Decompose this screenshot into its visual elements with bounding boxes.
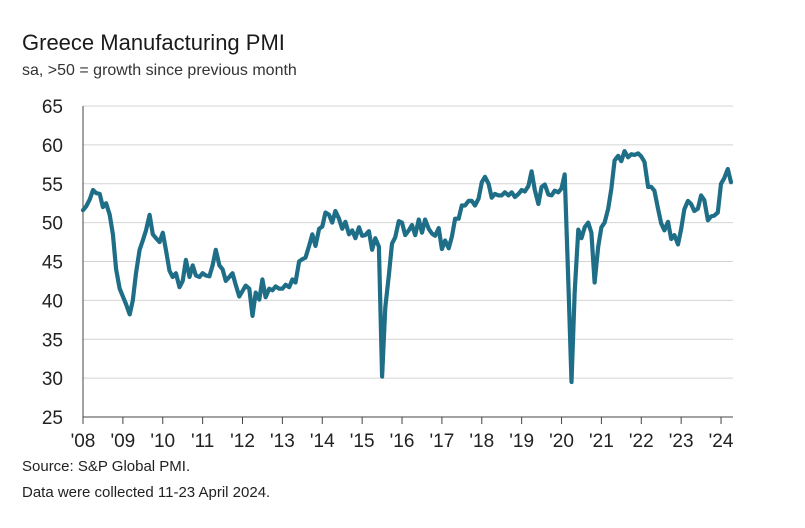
y-tick-label: 30 (42, 369, 63, 390)
x-tick-label: '20 (549, 431, 574, 452)
gridlines (83, 105, 733, 379)
y-tick-label: 45 (42, 253, 63, 274)
x-tick-label: '13 (270, 431, 295, 452)
x-tick-label: '10 (150, 431, 175, 452)
y-tick-label: 25 (42, 408, 63, 429)
collection-note: Data were collected 11-23 April 2024. (22, 484, 271, 501)
x-tick-label: '21 (589, 431, 614, 452)
x-tick-label: '08 (71, 431, 96, 452)
x-tick-label: '11 (191, 431, 214, 452)
x-tick-label: '15 (350, 431, 375, 452)
y-tick-label: 65 (42, 97, 63, 118)
x-tick-label: '24 (709, 431, 734, 452)
x-tick-label: '14 (310, 431, 335, 452)
x-tick-label: '23 (669, 431, 694, 452)
x-axis: '08 '09 '10 '11 '12 '13 '14 '15 '16 '17 '18 '19 '20 '… (71, 416, 734, 452)
y-tick-label: 55 (42, 175, 63, 196)
y-tick-label: 50 (42, 214, 63, 235)
x-tick-label: '18 (469, 431, 494, 452)
y-tick-label: 35 (42, 330, 63, 351)
series-layer (80, 149, 734, 385)
x-tick-label: '19 (509, 431, 534, 452)
y-tick-label: 40 (42, 291, 63, 312)
y-tick-label: 60 (42, 136, 63, 157)
pmi-series-line (80, 149, 734, 385)
chart-subtitle: sa, >50 = growth since previous month (22, 62, 297, 79)
source-note: Source: S&P Global PMI. (22, 458, 191, 475)
y-axis: 25 30 35 40 45 50 55 60 65 (42, 97, 84, 429)
x-tick-label: '12 (230, 431, 255, 452)
x-tick-label: '16 (390, 431, 415, 452)
x-tick-label: '22 (629, 431, 654, 452)
chart-title: Greece Manufacturing PMI (22, 30, 285, 55)
x-tick-label: '17 (430, 431, 455, 452)
x-tick-label: '09 (110, 431, 135, 452)
